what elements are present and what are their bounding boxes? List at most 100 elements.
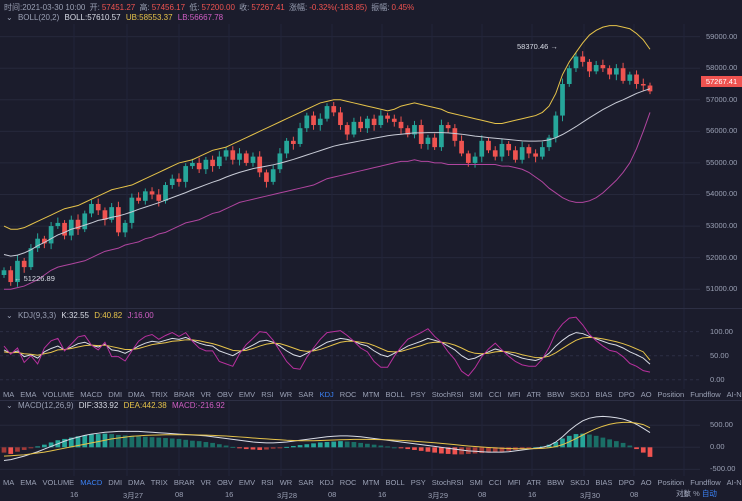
candle-body (613, 68, 619, 75)
indicator-tab-volume[interactable]: VOLUME (42, 390, 75, 399)
indicator-tab-fundflow[interactable]: Fundflow (690, 478, 721, 487)
macd-dea-line (3, 421, 651, 457)
indicator-tab-stochrsi[interactable]: StochRSI (431, 478, 464, 487)
indicator-tab-atr[interactable]: ATR (526, 478, 542, 487)
time-axis: 16 3月27 08 16 3月28 08 16 3月29 08 16 3月30 08 16 (0, 488, 742, 500)
indicator-tab-wr[interactable]: WR (279, 478, 293, 487)
indicator-tab-fundflow[interactable]: Fundflow (690, 390, 721, 399)
candle-body (290, 140, 296, 144)
indicator-tab-kdj[interactable]: KDJ (319, 390, 334, 399)
indicator-tab-trix[interactable]: TRIX (150, 390, 168, 399)
indicator-tab-cci[interactable]: CCI (488, 390, 502, 399)
kdj-title[interactable]: KDJ(9,3,3) (17, 311, 57, 320)
time-tick-label: 3月27 (123, 491, 144, 500)
indicator-tab-ai-netvol[interactable]: AI-NetVOL (726, 390, 742, 399)
indicator-tab-dma[interactable]: DMA (128, 478, 145, 487)
indicator-tab-ai-netvol[interactable]: AI-NetVOL (726, 478, 742, 487)
indicator-tab-kdj[interactable]: KDJ (319, 478, 334, 487)
indicator-tabs-main: MA EMA VOLUME MACD DMI DMA TRIX BRAR VR OBV EMV RSI… (0, 389, 742, 400)
candle-body (465, 153, 471, 163)
candle-body (479, 140, 485, 157)
indicator-tab-smi[interactable]: SMI (469, 390, 483, 399)
candle-body (513, 150, 518, 160)
indicator-tab-ma[interactable]: MA (3, 478, 15, 487)
macd-dea-value: DEA:442.38 (123, 401, 167, 410)
indicator-tab-macd[interactable]: MACD (80, 478, 103, 487)
indicator-tab-bias[interactable]: BIAS (595, 390, 613, 399)
indicator-tab-obv[interactable]: OBV (217, 390, 233, 399)
indicator-tab-skdj[interactable]: SKDJ (570, 390, 590, 399)
indicator-tab-dma[interactable]: DMA (128, 390, 145, 399)
indicator-tab-wr[interactable]: WR (279, 390, 293, 399)
macd-histogram-bar (418, 447, 424, 451)
indicator-tab-psy[interactable]: PSY (410, 478, 426, 487)
indicator-tab-mtm[interactable]: MTM (362, 390, 380, 399)
indicator-tab-mfi[interactable]: MFI (507, 478, 521, 487)
indicator-tab-rsi[interactable]: RSI (261, 478, 274, 487)
indicator-tab-vr[interactable]: VR (200, 390, 212, 399)
indicator-tab-dpo[interactable]: DPO (618, 478, 635, 487)
indicator-tab-mtm[interactable]: MTM (362, 478, 380, 487)
time-tick-label: 3月29 (428, 491, 449, 500)
indicator-tab-ao[interactable]: AO (640, 478, 652, 487)
candle-body (486, 140, 491, 151)
indicator-tab-ema[interactable]: EMA (20, 390, 37, 399)
indicator-tab-bbw[interactable]: BBW (547, 390, 565, 399)
indicator-tab-emv[interactable]: EMV (238, 390, 256, 399)
indicator-tab-boll[interactable]: BOLL (385, 478, 405, 487)
collapse-chevron-icon[interactable]: ⌄ (6, 311, 13, 320)
indicator-tab-rsi[interactable]: RSI (261, 390, 274, 399)
indicator-tab-vr[interactable]: VR (200, 478, 212, 487)
candle-body (459, 140, 464, 154)
indicator-tab-dmi[interactable]: DMI (108, 390, 123, 399)
arrow-right-icon: → (550, 42, 558, 51)
indicator-tab-mfi[interactable]: MFI (507, 390, 521, 399)
price-tick-label: 52000.00 (706, 252, 738, 262)
indicator-tab-emv[interactable]: EMV (238, 478, 256, 487)
candle-body (250, 156, 256, 163)
candle-body (620, 68, 626, 81)
macd-title[interactable]: MACD(12,26,9) (17, 401, 74, 410)
indicator-tab-volume[interactable]: VOLUME (42, 478, 75, 487)
indicator-tab-bbw[interactable]: BBW (547, 478, 565, 487)
indicator-tab-brar[interactable]: BRAR (173, 390, 195, 399)
indicator-tab-dmi[interactable]: DMI (108, 478, 123, 487)
collapse-chevron-icon[interactable]: ⌄ (6, 401, 13, 410)
candle-body (600, 65, 606, 69)
indicator-tab-sar[interactable]: SAR (298, 390, 314, 399)
macd-histogram-bar (459, 447, 464, 455)
indicator-tab-dpo[interactable]: DPO (618, 390, 635, 399)
indicator-tab-boll[interactable]: BOLL (385, 390, 405, 399)
candle-body (398, 121, 404, 129)
macd-histogram-bar (647, 447, 653, 457)
percent-toggle[interactable]: % (693, 489, 700, 498)
arrow-left-icon: ← (14, 274, 22, 283)
log-scale-toggle[interactable]: 对数 (676, 489, 691, 498)
indicator-tab-ema[interactable]: EMA (20, 478, 37, 487)
indicator-tab-roc[interactable]: ROC (339, 478, 357, 487)
indicator-tab-sar[interactable]: SAR (298, 478, 314, 487)
indicator-tab-psy[interactable]: PSY (410, 390, 426, 399)
indicator-tab-position[interactable]: Position (657, 390, 685, 399)
indicator-tab-obv[interactable]: OBV (217, 478, 233, 487)
candle-body (270, 169, 276, 182)
auto-scale-toggle[interactable]: 自动 (701, 489, 717, 498)
indicator-tab-macd[interactable]: MACD (80, 390, 103, 399)
indicator-tab-roc[interactable]: ROC (339, 390, 357, 399)
indicator-tab-ma[interactable]: MA (3, 390, 15, 399)
candle-body (68, 219, 74, 236)
indicator-tab-position[interactable]: Position (657, 478, 685, 487)
indicator-tab-brar[interactable]: BRAR (173, 478, 195, 487)
indicator-tab-cci[interactable]: CCI (488, 478, 502, 487)
indicator-tab-trix[interactable]: TRIX (150, 478, 168, 487)
boll-title[interactable]: BOLL(20,2) (17, 13, 60, 22)
indicator-tab-stochrsi[interactable]: StochRSI (431, 390, 464, 399)
indicator-tab-atr[interactable]: ATR (526, 390, 542, 399)
indicator-tab-smi[interactable]: SMI (469, 478, 483, 487)
indicator-tab-bias[interactable]: BIAS (595, 478, 613, 487)
indicator-tab-skdj[interactable]: SKDJ (570, 478, 590, 487)
collapse-chevron-icon[interactable]: ⌄ (6, 13, 13, 22)
indicator-tab-ao[interactable]: AO (640, 390, 652, 399)
candle-body (21, 260, 27, 268)
